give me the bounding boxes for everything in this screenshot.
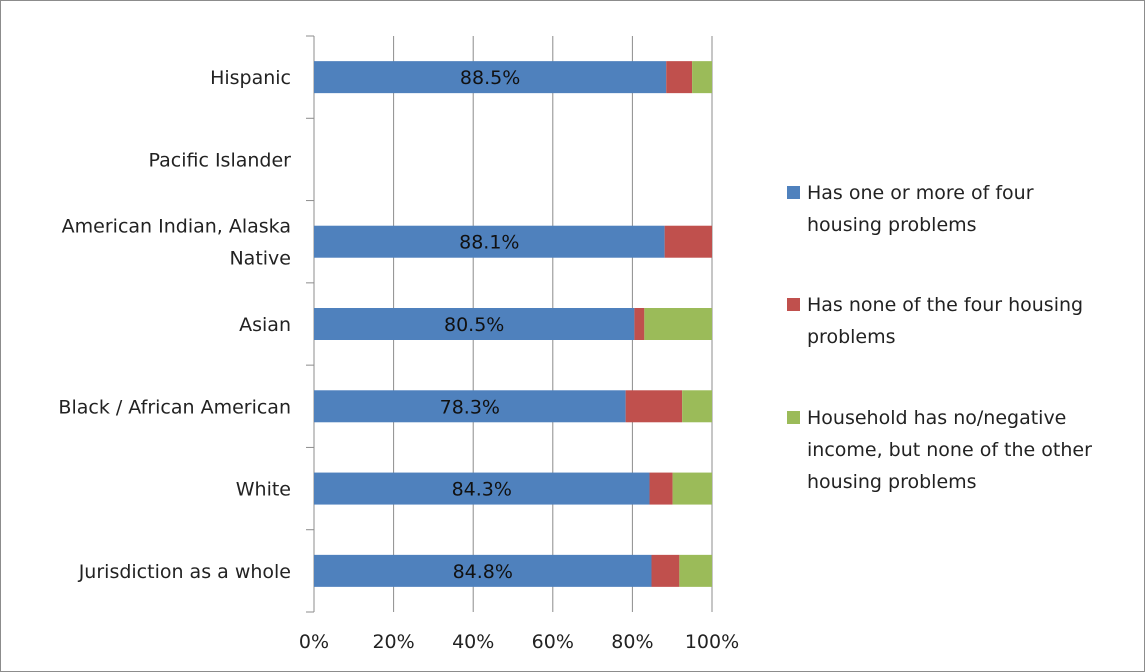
bar-segment [314, 390, 626, 423]
legend-entry-text: housing problems [807, 471, 977, 493]
x-tick-label: 100% [685, 631, 739, 653]
bar-segment [651, 554, 680, 587]
x-tick-label: 40% [452, 631, 494, 653]
bar-data-label: 84.3% [452, 479, 512, 501]
bar-segment [314, 225, 665, 258]
legend-entry-text: Has one or more of four [807, 182, 1034, 204]
x-tick-label: 60% [532, 631, 574, 653]
category-label: Native [229, 248, 291, 270]
x-tick-label: 0% [299, 631, 329, 653]
bar-data-label: 80.5% [444, 314, 504, 336]
category-label: Hispanic [210, 67, 291, 89]
category-label: Jurisdiction as a whole [78, 561, 291, 583]
bar-segment [314, 308, 635, 340]
category-label: Asian [239, 314, 291, 336]
bar-segment [649, 472, 673, 505]
x-tick-label: 20% [372, 631, 414, 653]
bar-segment [314, 472, 650, 505]
category-label: White [236, 479, 291, 501]
legend-swatch [787, 298, 800, 311]
bar-segment [682, 390, 712, 423]
bar-data-label: 88.1% [459, 232, 519, 254]
category-label: Black / African American [58, 396, 291, 418]
legend-swatch [787, 411, 800, 424]
bar-segment [314, 61, 667, 94]
bar-segment [664, 225, 712, 258]
category-label: Pacific Islander [149, 149, 292, 171]
bar-segment [634, 308, 645, 340]
bar-segment [644, 308, 712, 340]
bar-segment [314, 554, 652, 587]
legend-swatch [787, 186, 800, 199]
bar-segment [625, 390, 683, 423]
bar-data-label: 78.3% [440, 396, 500, 418]
bar-segment [692, 61, 712, 94]
bar-segment [666, 61, 693, 94]
legend-entry-text: Has none of the four housing [807, 294, 1083, 316]
legend-entry-text: Household has no/negative [807, 407, 1066, 429]
bar-segment [672, 472, 712, 505]
category-label: American Indian, Alaska [62, 216, 291, 238]
legend-entry-text: problems [807, 326, 896, 348]
bar-segment [679, 554, 712, 587]
legend-entry-text: housing problems [807, 214, 977, 236]
bar-data-label: 88.5% [460, 67, 520, 89]
bar-data-label: 84.8% [453, 561, 513, 583]
x-tick-label: 80% [611, 631, 653, 653]
legend-entry-text: income, but none of the other [807, 439, 1092, 461]
